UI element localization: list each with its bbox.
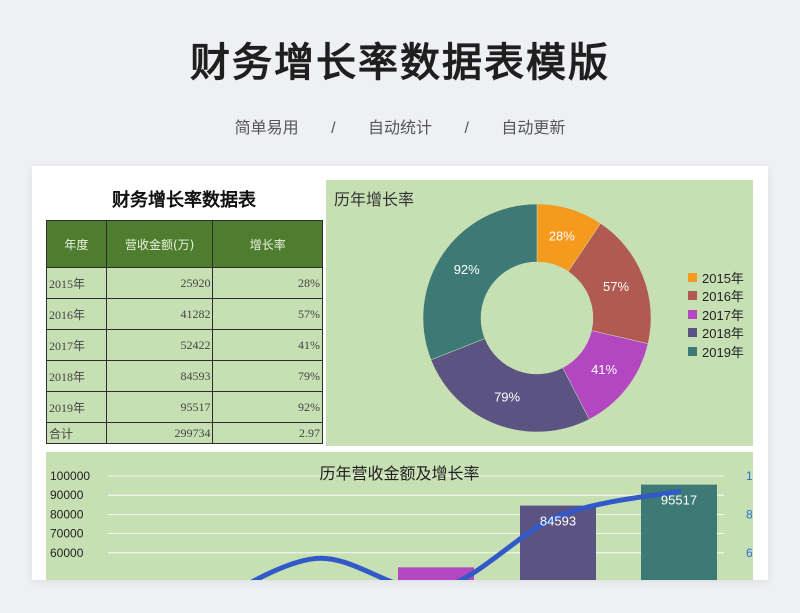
bar-data-label: 95517 [661,493,697,508]
combo-chart-panel[interactable]: 100000 90000 80000 70000 60000 100% 80% 60% 8459… [46,452,753,580]
legend-swatch [688,272,697,282]
y-tick-right: 100% [746,469,753,483]
table-row: 2017年 52422 41% [46,329,323,361]
legend-swatch [688,328,697,338]
cell-growth[interactable]: 28% [212,267,323,299]
legend-item: 2016年 [688,287,744,306]
tag-easy: 简单易用 [234,120,299,137]
legend-item: 2017年 [688,305,744,324]
revenue-bar[interactable] [398,567,474,580]
combo-chart: 100000 90000 80000 70000 60000 100% 80% 60% 8459… [50,469,753,580]
growth-line[interactable] [194,488,682,580]
donut-slice-label: 57% [603,279,629,294]
table-row: 2016年 41282 57% [46,298,323,330]
spreadsheet-card: 财务增长率数据表 年度 营收金额(万) 增长率 2015年 25920 28% … [32,166,768,580]
cell-growth[interactable]: 92% [212,391,323,423]
y-tick-right: 60% [746,546,753,560]
y-tick-left: 100000 [50,469,90,483]
legend-item: 2015年 [688,268,744,287]
page-title: 财务增长率数据表模版 [190,41,610,85]
tag-separator: / [331,120,336,137]
legend-label: 2019年 [702,344,744,360]
table-row: 2018年 84593 79% [46,360,323,392]
header-growth: 增长率 [212,220,323,268]
cell-revenue[interactable]: 95517 [105,391,214,423]
donut-slice-label: 92% [454,262,480,277]
y-tick-left: 90000 [50,488,84,502]
legend-label: 2018年 [702,326,744,342]
legend-swatch [688,309,697,319]
table-title: 财务增长率数据表 [112,190,256,211]
bar-data-label: 84593 [540,514,576,529]
donut-slice-label: 41% [591,362,617,377]
legend-label: 2017年 [702,307,744,323]
legend-swatch [688,291,697,301]
cell-year[interactable]: 2016年 [46,298,107,330]
cell-growth[interactable]: 79% [212,360,323,392]
legend-swatch [688,346,697,356]
donut-slice-label: 79% [494,390,520,405]
cell-year[interactable]: 2017年 [46,329,107,361]
cell-growth[interactable]: 57% [212,298,323,330]
donut-slice-label: 28% [549,229,575,244]
cell-revenue[interactable]: 84593 [105,360,214,392]
total-revenue[interactable]: 299734 [105,422,214,444]
donut-chart-panel[interactable]: 历年增长率 28% 57% 41% 79% 92% 2015年 2016年 2017年 201… [326,180,753,446]
tag-auto-update: 自动更新 [501,120,566,137]
cell-revenue[interactable]: 25920 [105,267,214,299]
cell-year[interactable]: 2018年 [46,360,107,392]
header-revenue: 营收金额(万) [105,220,214,268]
tag-auto-stat: 自动统计 [367,120,432,137]
donut-slice[interactable] [422,203,538,361]
donut-chart: 28% 57% 41% 79% 92% [422,203,652,433]
donut-slice[interactable] [430,338,590,433]
donut-legend: 2015年 2016年 2017年 2018年 2019年 [688,268,744,361]
table-total-row: 合计 299734 2.97 [46,422,323,444]
subtitle: 简单易用 / 自动统计 / 自动更新 [0,114,800,138]
revenue-bar[interactable] [641,484,717,580]
y-tick-left: 70000 [50,527,84,541]
legend-item: 2018年 [688,324,744,343]
y-tick-left: 60000 [50,546,84,560]
donut-slice[interactable] [567,223,652,345]
cell-revenue[interactable]: 41282 [105,298,214,330]
y-tick-left: 80000 [50,507,84,521]
y-tick-right: 80% [746,507,753,521]
legend-label: 2015年 [702,270,744,286]
legend-item: 2019年 [688,342,744,361]
total-growth[interactable]: 2.97 [212,422,323,444]
cell-year[interactable]: 2015年 [46,267,107,299]
table-header-row: 年度 营收金额(万) 增长率 [46,220,323,268]
donut-chart-title: 历年增长率 [334,192,415,209]
total-label[interactable]: 合计 [46,422,107,444]
cell-growth[interactable]: 41% [212,329,323,361]
growth-table: 年度 营收金额(万) 增长率 2015年 25920 28% 2016年 412… [46,220,323,444]
combo-chart-title: 历年营收金额及增长率 [319,466,480,483]
legend-label: 2016年 [702,289,744,305]
cell-year[interactable]: 2019年 [46,391,107,423]
table-row: 2019年 95517 92% [46,391,323,423]
tag-separator: / [464,120,469,137]
cell-revenue[interactable]: 52422 [105,329,214,361]
header-year: 年度 [46,220,107,268]
table-row: 2015年 25920 28% [46,267,323,299]
